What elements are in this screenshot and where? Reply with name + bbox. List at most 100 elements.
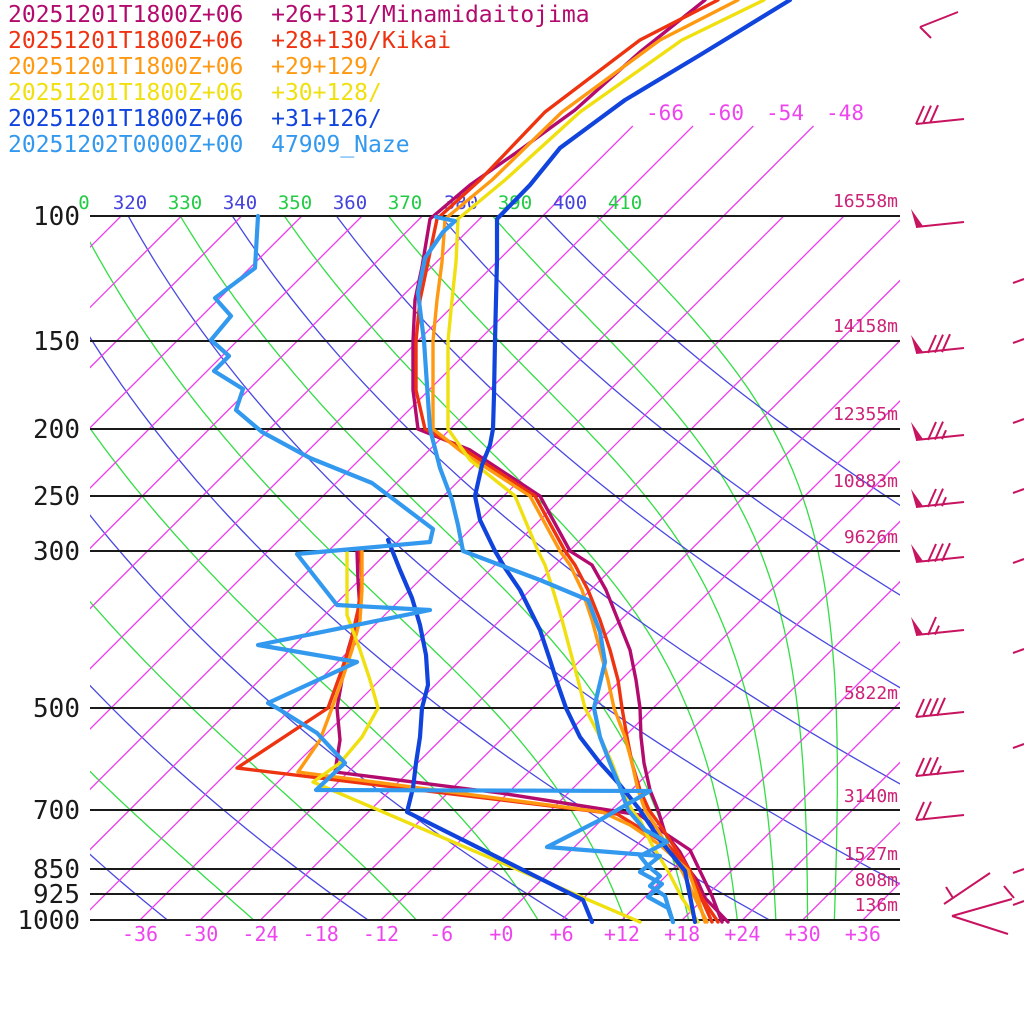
height-label: 5822m (844, 683, 898, 704)
temp-axis-label: -12 (363, 922, 399, 946)
legend: 20251201T1800Z+06 +26+131/Minamidaitojim… (8, 2, 590, 158)
edge-barb-stub (1012, 418, 1024, 424)
height-label: 3140m (844, 786, 898, 807)
wind-barb (951, 885, 1015, 935)
strat-isotherm-label: -54 (766, 101, 804, 125)
isotherm-line (90, 216, 484, 610)
moist-adiabat (90, 770, 255, 920)
moist-adiabat (90, 600, 418, 920)
edge-barb-stub (1012, 648, 1024, 654)
wind-barb (911, 488, 965, 508)
moist-adiabat (492, 216, 809, 920)
temp-axis-label: +24 (724, 922, 760, 946)
isotherm-line (90, 216, 243, 369)
temp-axis-label: -30 (182, 922, 218, 946)
sounding-dewpoint-p31_126 (385, 537, 595, 925)
isotherm-line (380, 400, 900, 920)
strat-isotherm-label: -66 (646, 101, 684, 125)
isotherm-line (621, 641, 900, 920)
legend-line-3: 20251201T1800Z+06 +30+128/ (8, 80, 382, 106)
pressure-axis-label: 925 (33, 880, 80, 910)
theta-label: 330 (168, 192, 202, 214)
dry-adiabat (90, 336, 771, 920)
pressure-axis-label: 1000 (17, 906, 80, 936)
legend-line-1: 20251201T1800Z+06 +28+130/Kikai (8, 28, 452, 54)
sounding-temp-naze_obs (415, 214, 676, 925)
isotherm-line (500, 520, 900, 920)
theta-label: 340 (223, 192, 257, 214)
height-label: 14158m (833, 316, 898, 337)
height-label: 136m (855, 895, 898, 916)
isotherm-line (561, 580, 900, 920)
pressure-axis-label: 500 (33, 694, 80, 724)
pressure-axis-label: 700 (33, 796, 80, 826)
legend-line-0: 20251201T1800Z+06 +26+131/Minamidaitojim… (8, 2, 590, 28)
wind-barb (943, 872, 991, 905)
theta-label: 350 (278, 192, 312, 214)
wind-barb (915, 756, 965, 777)
moist-adiabat (283, 216, 738, 920)
edge-barb-stub (1012, 558, 1024, 564)
theta-label: 360 (333, 192, 367, 214)
temp-axis-label: -6 (429, 922, 453, 946)
height-label: 10883m (833, 471, 898, 492)
height-label: 12355m (833, 404, 898, 425)
temp-axis-label: +30 (785, 922, 821, 946)
legend-line-5: 20251202T0000Z+00 47909_Naze (8, 132, 410, 158)
temp-axis-label: +36 (845, 922, 881, 946)
isotherm-line (90, 216, 303, 429)
pressure-axis-label: 150 (33, 327, 80, 357)
edge-barb-stub (1012, 743, 1024, 749)
theta-label: 410 (608, 192, 642, 214)
isotherm-line (90, 216, 423, 550)
sounding-temp-kikai (414, 0, 720, 924)
legend-line-2: 20251201T1800Z+06 +29+129/ (8, 54, 382, 80)
temp-axis-label: -24 (242, 922, 278, 946)
isotherm-stub (602, 125, 694, 217)
height-label: 16558m (833, 191, 898, 212)
pressure-axis-label: 200 (33, 415, 80, 445)
moist-adiabat (596, 216, 838, 920)
dry-adiabat (90, 853, 169, 920)
wind-barb (911, 542, 965, 563)
edge-barb-stub (1012, 900, 1024, 906)
dry-adiabat (90, 684, 370, 920)
pressure-axis-label: 850 (33, 855, 80, 885)
wind-barb (919, 11, 959, 39)
isotherm-line (90, 216, 363, 489)
edge-barb-stub (1012, 278, 1024, 284)
dry-adiabat (335, 216, 900, 689)
strat-isotherm-label: -60 (706, 101, 744, 125)
isotherm-line (90, 216, 664, 791)
temp-axis-label: +12 (604, 922, 640, 946)
dry-adiabat (127, 216, 900, 885)
pressure-axis-label: 100 (33, 202, 80, 232)
sounding-temp-p30_128 (446, 0, 766, 924)
temp-axis-label: -36 (122, 922, 158, 946)
legend-line-4: 20251201T1800Z+06 +31+126/ (8, 106, 382, 132)
wind-barb-column (911, 11, 1015, 935)
theta-label: 400 (553, 192, 587, 214)
isotherm-line (90, 216, 544, 670)
temp-axis-label: +18 (664, 922, 700, 946)
temp-axis-label: -18 (303, 922, 339, 946)
isotherm-line (90, 216, 785, 911)
wind-barb (915, 801, 965, 821)
moist-adiabat (90, 427, 539, 920)
isotherm-line (139, 216, 845, 920)
isotherm-stub (723, 125, 814, 217)
theta-label: 370 (388, 192, 422, 214)
isotherm-line (199, 219, 900, 920)
wind-barb (915, 697, 965, 718)
edge-barb-stub (1012, 868, 1024, 874)
wind-barb (911, 616, 965, 636)
height-label: 808m (855, 870, 898, 891)
wind-barb (911, 421, 965, 441)
wind-barb (911, 333, 965, 354)
edge-barb-stub (1012, 338, 1024, 344)
isotherm-line (90, 216, 182, 309)
isotherm-line (90, 216, 724, 851)
isotherm-stub (542, 125, 634, 217)
sounding-dewpoint-naze_obs (208, 213, 676, 925)
isotherm-line (260, 279, 900, 920)
